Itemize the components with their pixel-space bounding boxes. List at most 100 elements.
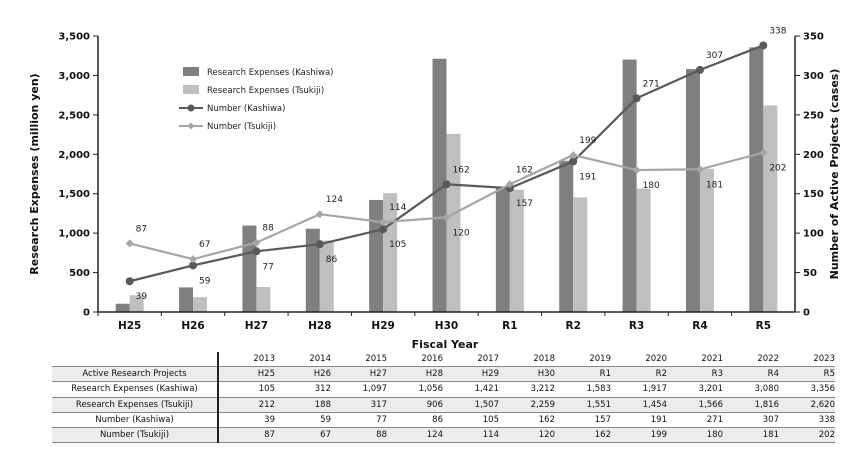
table-cell: 114 xyxy=(443,427,499,444)
table-cell: 2022 xyxy=(723,352,779,368)
y2-tick-label: 0 xyxy=(803,308,810,319)
bar-tsukiji xyxy=(699,168,714,312)
data-label-layer: 39 59 77 86 105 162 157 191 271 307 338 87 67 88 124 11… xyxy=(136,26,787,302)
table-cell: 124 xyxy=(387,427,443,444)
y2-tick-label: 350 xyxy=(803,32,824,43)
point-tsukiji xyxy=(695,165,704,174)
legend-label: Research Expenses (Tsukiji) xyxy=(207,86,324,96)
y-tick-label: 2,500 xyxy=(58,110,90,121)
y2-tick-label: 100 xyxy=(803,229,824,240)
x-tick-label: H29 xyxy=(371,320,394,332)
bar-tsukiji xyxy=(636,188,651,312)
point-tsukiji xyxy=(505,180,514,189)
table-cell: 105 xyxy=(218,381,275,398)
x-tick-label: H27 xyxy=(245,320,268,332)
table-cell: 188 xyxy=(275,397,331,413)
row-label: Number (Kashiwa) xyxy=(52,412,219,428)
table-cell: 59 xyxy=(275,412,331,428)
table-cell: 1,551 xyxy=(555,397,611,413)
point-kashiwa xyxy=(569,157,578,166)
bar-tsukiji xyxy=(256,287,271,312)
table-cell: H28 xyxy=(387,366,443,383)
table-cell: 202 xyxy=(779,427,835,444)
line-layer xyxy=(125,41,768,286)
y2-tick-label: 250 xyxy=(803,110,824,121)
data-label-kashiwa: 271 xyxy=(643,79,660,89)
data-label-tsukiji: 124 xyxy=(326,195,343,205)
point-kashiwa xyxy=(252,247,261,256)
table-cell: R1 xyxy=(555,366,611,383)
table-cell: R2 xyxy=(611,366,667,383)
data-label-tsukiji: 67 xyxy=(199,240,210,250)
table-row: 2013 2014 2015 2016 2017 2018 2019 2020 2021 2022… xyxy=(52,352,835,368)
table-cell: 317 xyxy=(331,397,387,413)
x-tick-label: H28 xyxy=(308,320,331,332)
table-cell: 87 xyxy=(218,427,275,444)
table-cell: 1,097 xyxy=(331,381,387,398)
table-cell: 2016 xyxy=(387,352,443,368)
table-cell: 212 xyxy=(218,397,275,413)
table-cell: H26 xyxy=(275,366,331,383)
point-kashiwa xyxy=(125,277,134,286)
table-cell: 180 xyxy=(667,427,723,444)
x-tick-label: R3 xyxy=(629,320,644,332)
data-label-kashiwa: 307 xyxy=(706,51,723,61)
x-tick-label: H25 xyxy=(118,320,141,332)
point-tsukiji xyxy=(379,218,388,227)
x-tick-label: R5 xyxy=(756,320,771,332)
y-tick-label: 2,000 xyxy=(58,150,90,161)
table-row: Active Research Projects H25 H26 H27 H28 H29 H… xyxy=(52,366,835,383)
legend: Research Expenses (Kashiwa) Research Expe… xyxy=(179,67,334,132)
row-label: Number (Tsukiji) xyxy=(52,427,219,444)
bar-kashiwa xyxy=(495,187,510,312)
table-cell: 2017 xyxy=(443,352,499,368)
point-tsukiji xyxy=(315,210,324,219)
table-cell: 307 xyxy=(723,412,779,428)
y-tick-label: 1,500 xyxy=(58,189,90,200)
bar-kashiwa xyxy=(179,287,194,312)
bar-kashiwa xyxy=(432,58,447,312)
y2-tick-label: 50 xyxy=(803,268,817,279)
bar-tsukiji xyxy=(446,133,461,312)
table-row: Number (Kashiwa) 39 59 77 86 105 162 157 191 271 3… xyxy=(52,412,835,428)
point-kashiwa xyxy=(189,261,198,270)
bar-kashiwa xyxy=(685,69,700,313)
data-table: 2013 2014 2015 2016 2017 2018 2019 2020 2021 2022… xyxy=(52,352,835,444)
bar-tsukiji xyxy=(573,197,588,312)
table-cell: 2021 xyxy=(667,352,723,368)
point-kashiwa xyxy=(632,94,641,103)
y-tick-label: 0 xyxy=(83,308,90,319)
data-label-tsukiji: 120 xyxy=(453,228,470,238)
bar-tsukiji xyxy=(193,297,208,312)
data-label-tsukiji: 199 xyxy=(579,136,596,146)
y-axis-title: Research Expenses (million yen) xyxy=(28,73,41,274)
data-label-tsukiji: 180 xyxy=(643,181,660,191)
table-row: Research Expenses (Tsukiji) 212 188 317 906 1… xyxy=(52,397,835,413)
x-axis-title: Fiscal Year xyxy=(412,338,479,351)
table-cell: 1,454 xyxy=(611,397,667,413)
data-label-kashiwa: 39 xyxy=(136,292,148,302)
point-tsukiji xyxy=(252,238,261,247)
combo-chart: 0 500 1,000 1,500 2,000 2,500 3,000 3,500 0 50 100… xyxy=(28,26,841,351)
table-cell: 1,583 xyxy=(555,381,611,398)
table-cell: 1,566 xyxy=(667,397,723,413)
table-cell: 1,507 xyxy=(443,397,499,413)
table-cell: R5 xyxy=(779,366,835,383)
table-cell: 2023 xyxy=(779,352,835,368)
legend-swatch xyxy=(183,67,199,76)
row-label: Research Expenses (Kashiwa) xyxy=(52,381,219,398)
point-tsukiji xyxy=(632,166,641,175)
data-label-kashiwa: 59 xyxy=(199,276,211,286)
y-tick-label: 3,000 xyxy=(58,71,90,82)
table-cell: 181 xyxy=(723,427,779,444)
legend-marker xyxy=(187,104,195,112)
table-cell: 1,816 xyxy=(723,397,779,413)
table-cell: 2013 xyxy=(218,352,275,368)
bar-tsukiji xyxy=(129,295,144,312)
point-tsukiji xyxy=(442,213,451,222)
table-cell: 3,212 xyxy=(499,381,555,398)
table-row: Number (Tsukiji) 87 67 88 124 114 120 162 199 180… xyxy=(52,427,835,444)
data-label-kashiwa: 157 xyxy=(516,199,533,209)
table-cell: 67 xyxy=(275,427,331,444)
data-label-tsukiji: 181 xyxy=(706,180,723,190)
